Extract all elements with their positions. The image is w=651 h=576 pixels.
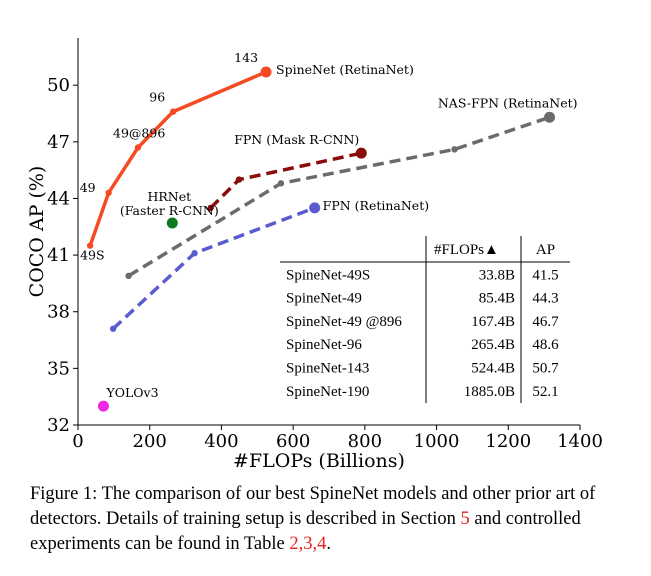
series-label: YOLOv3 [105,385,158,400]
point-label: 143 [234,50,258,65]
data-point [97,400,109,412]
data-point [207,204,214,212]
data-point [309,202,321,214]
data-point [86,242,94,249]
table-cell-ap: 44.3 [532,291,558,307]
x-tick-label: 400 [204,431,238,452]
y-tick-label: 47 [47,132,70,153]
table-header-flops: #FLOPs▲ [434,242,499,258]
caption-text-2: and controlled experiments can be found … [30,509,581,554]
table-ref-links[interactable]: 2,3,4 [289,534,327,554]
data-point [544,111,556,123]
table-cell-flops: 524.4B [471,361,515,377]
x-axis-label: #FLOPs (Billions) [233,450,405,470]
table-cell-flops: 33.8B [479,267,515,283]
series-label: NAS-FPN (RetinaNet) [438,95,578,110]
series-label: FPN (Mask R-CNN) [234,132,359,147]
x-tick-label: 800 [348,431,382,452]
section-ref-link[interactable]: 5 [460,509,470,529]
series-label: (Faster R-CNN) [120,203,219,218]
y-tick-label: 38 [47,302,70,323]
data-point [169,108,177,115]
table-cell-flops: 1885.0B [464,384,515,400]
y-tick-label: 35 [47,358,70,379]
y-tick-label: 41 [47,245,70,266]
table-cell-model: SpineNet-190 [286,384,369,400]
table-cell-model: SpineNet-143 [286,361,369,377]
data-point [109,325,117,332]
series-label: FPN (RetinaNet) [323,198,429,213]
y-tick-label: 44 [47,188,70,209]
table-header-ap: AP [536,242,555,258]
data-point [235,176,243,183]
table-cell-ap: 41.5 [532,267,558,283]
table-cell-model: SpineNet-49 @896 [286,314,402,330]
data-point [355,147,367,159]
data-point [166,217,178,229]
point-label: 49@896 [113,125,165,140]
x-tick-label: 1000 [414,431,460,452]
x-tick-label: 1400 [557,431,603,452]
table-cell-model: SpineNet-96 [286,337,362,353]
point-label: 96 [149,90,165,105]
series-label: SpineNet (RetinaNet) [276,62,414,77]
table-cell-ap: 46.7 [532,314,559,330]
chart: 0 200 400 600 800 1000 1200 1400 32 35 38 41 44 47 50 #… [26,38,603,470]
table-cell-ap: 48.6 [532,337,559,353]
table-cell-flops: 265.4B [471,337,515,353]
data-point [277,180,285,187]
data-point [125,272,132,280]
data-point [451,146,458,153]
y-tick-label: 32 [47,415,70,436]
table-cell-model: SpineNet-49 [286,291,362,307]
x-tick-label: 600 [276,431,310,452]
point-label: 49 [80,180,96,195]
point-label: 49S [80,248,104,263]
data-point [191,250,198,257]
y-axis-label: COCO AP (%) [26,166,48,298]
series-label: HRNet [147,189,191,204]
data-point [105,189,112,196]
table-cell-model: SpineNet-49S [286,267,370,283]
caption-text-1: Figure 1: The comparison of our best Spi… [30,484,596,529]
x-tick-label: 1200 [485,431,531,452]
x-tick-label: 200 [133,431,167,452]
table-cell-flops: 167.4B [471,314,515,330]
data-point [134,144,142,151]
x-tick-label: 0 [72,431,83,452]
table-cell-flops: 85.4B [479,291,515,307]
table-cell-ap: 52.1 [532,384,558,400]
series-line-0 [88,70,267,247]
figure-caption: Figure 1: The comparison of our best Spi… [30,482,616,557]
data-point [260,66,272,78]
series-line-1 [127,115,551,278]
y-tick-label: 50 [47,75,70,96]
caption-text-3: . [326,534,331,554]
table-cell-ap: 50.7 [532,361,559,377]
